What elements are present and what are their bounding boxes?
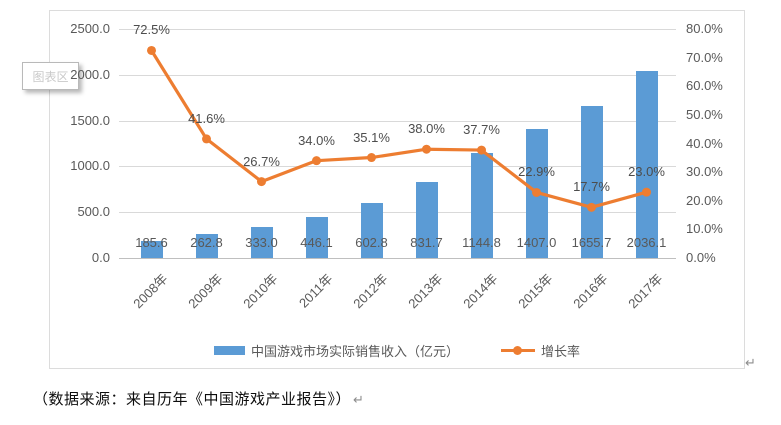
growth-rate-label: 72.5% [133,22,170,38]
growth-rate-label: 22.9% [518,164,555,180]
gridline [119,120,676,122]
bar-value-label: 185.6 [135,235,168,250]
right-axis-tick: 0.0% [686,250,716,265]
bar-value-label: 2036.1 [626,235,667,250]
line-marker-2015年[interactable] [532,187,541,197]
line-marker-2013年[interactable] [422,144,431,154]
legend-item-revenue[interactable]: 中国游戏市场实际销售收入（亿元） [213,341,459,360]
line-series-swatch-icon [501,345,535,356]
paragraph-return-mark-icon: ↵ [745,355,756,370]
chart-frame[interactable]: 185.6 262.8 333.0 446.1 602.8 831.7 1144.8 1407… [49,10,745,369]
legend-label-revenue: 中国游戏市场实际销售收入（亿元） [250,344,459,359]
bar-value-label: 1407.0 [516,235,557,250]
bar-value-label: 333.0 [245,235,278,250]
growth-rate-label: 41.6% [188,110,225,126]
line-marker-2017年[interactable] [642,187,651,197]
bar-2013年[interactable] [415,181,438,258]
gridline [119,29,676,30]
right-axis-tick: 20.0% [686,192,723,208]
bar-value-label: 602.8 [355,235,388,250]
line-marker-2016年[interactable] [587,202,596,212]
bar-2010年[interactable] [250,227,273,258]
growth-rate-label: 35.1% [353,129,390,145]
growth-rate-label: 17.7% [573,179,610,195]
bar-series-swatch-icon [213,346,245,355]
right-axis-tick: 40.0% [686,135,723,151]
gridline [119,74,676,76]
bar-2016年[interactable] [580,106,603,258]
bar-value-label: 446.1 [300,235,333,250]
line-marker-2008年[interactable] [147,45,156,55]
legend: 中国游戏市场实际销售收入（亿元） 增长率 [50,341,744,360]
line-marker-2011年[interactable] [312,156,321,166]
x-axis-line [119,258,676,259]
gridline [119,212,676,214]
right-axis-tick: 60.0% [686,78,723,94]
chart-area-tooltip: 图表区 [22,62,79,90]
growth-rate-label: 38.0% [408,121,445,137]
bar-2008年[interactable] [140,240,163,258]
bar-value-label: 1655.7 [571,235,612,250]
growth-rate-label: 37.7% [463,122,500,138]
growth-rate-label: 26.7% [243,153,280,169]
line-marker-2014年[interactable] [477,145,486,155]
caption-text: （数据来源：来自历年《中国游戏产业报告》） [33,391,352,408]
legend-item-growth[interactable]: 增长率 [501,341,580,360]
bar-2009年[interactable] [195,233,218,258]
bar-2017年[interactable] [635,71,658,258]
line-marker-2009年[interactable] [202,134,211,144]
line-marker-2012年[interactable] [367,153,376,163]
right-axis-tick: 50.0% [686,106,723,122]
bar-2011年[interactable] [305,217,328,258]
tooltip-label: 图表区 [32,69,69,84]
legend-label-growth: 增长率 [541,344,581,359]
data-source-caption: （数据来源：来自历年《中国游戏产业报告》） ↵ [33,388,364,409]
right-percent-axis: 80.0% 70.0% 60.0% 50.0% 40.0% 30.0% 20.0% 10.0%… [50,11,744,368]
right-axis-tick: 10.0% [686,221,723,237]
bar-value-label: 1144.8 [462,235,501,250]
right-axis-tick: 80.0% [686,21,723,36]
right-axis-tick: 30.0% [686,164,723,180]
line-marker-2010年[interactable] [257,177,266,187]
growth-rate-label: 23.0% [628,164,665,180]
growth-rate-label: 34.0% [298,132,335,148]
bar-value-label: 831.7 [410,235,443,250]
bar-2012年[interactable] [360,202,383,258]
growth-line-series[interactable] [50,11,746,370]
caption-return-mark-icon: ↵ [353,392,365,407]
bar-2014年[interactable] [470,153,493,258]
gridline [119,166,676,168]
bar-value-label: 262.8 [190,235,223,250]
right-axis-tick: 70.0% [686,49,723,65]
